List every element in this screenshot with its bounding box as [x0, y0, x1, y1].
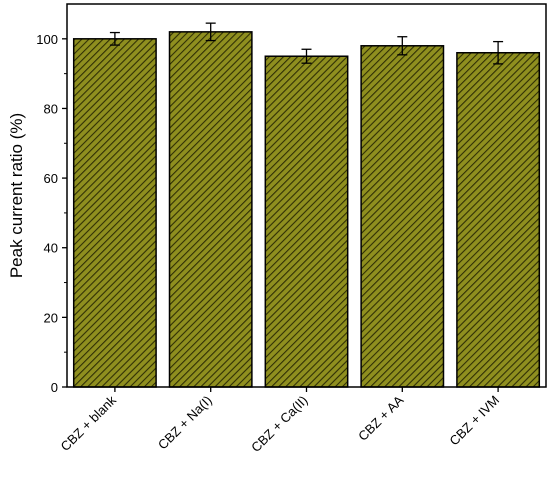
y-tick-label: 80: [44, 101, 58, 116]
error-bars-layer: [109, 22, 504, 65]
x-tick-label: CBZ + blank: [58, 392, 120, 454]
y-axis-title: Peak current ratio (%): [7, 113, 26, 278]
error-bar: [301, 48, 312, 64]
y-tick-label: 0: [51, 380, 58, 395]
error-bar: [397, 36, 408, 56]
error-bar: [205, 22, 216, 42]
x-tick-label: CBZ + IVM: [446, 393, 502, 449]
y-tick-label: 60: [44, 171, 58, 186]
bar: [456, 51, 541, 388]
bar: [360, 45, 445, 388]
x-tick-label: CBZ + Na(I): [155, 393, 215, 453]
y-tick-label: 40: [44, 241, 58, 256]
y-tick-label: 20: [44, 310, 58, 325]
bar: [264, 55, 349, 388]
y-axis: 0 20 40 60 80 100: [36, 32, 67, 395]
x-axis: CBZ + blank CBZ + Na(I) CBZ + Ca(II) CBZ + …: [58, 387, 502, 455]
x-tick-label: CBZ + Ca(II): [248, 393, 310, 455]
x-tick-label: CBZ + AA: [355, 392, 406, 443]
bar: [72, 38, 157, 388]
y-tick-label: 100: [36, 32, 58, 47]
error-bar: [493, 40, 504, 65]
error-bar: [109, 31, 120, 46]
bars-layer: [72, 31, 541, 388]
bar: [168, 31, 253, 388]
